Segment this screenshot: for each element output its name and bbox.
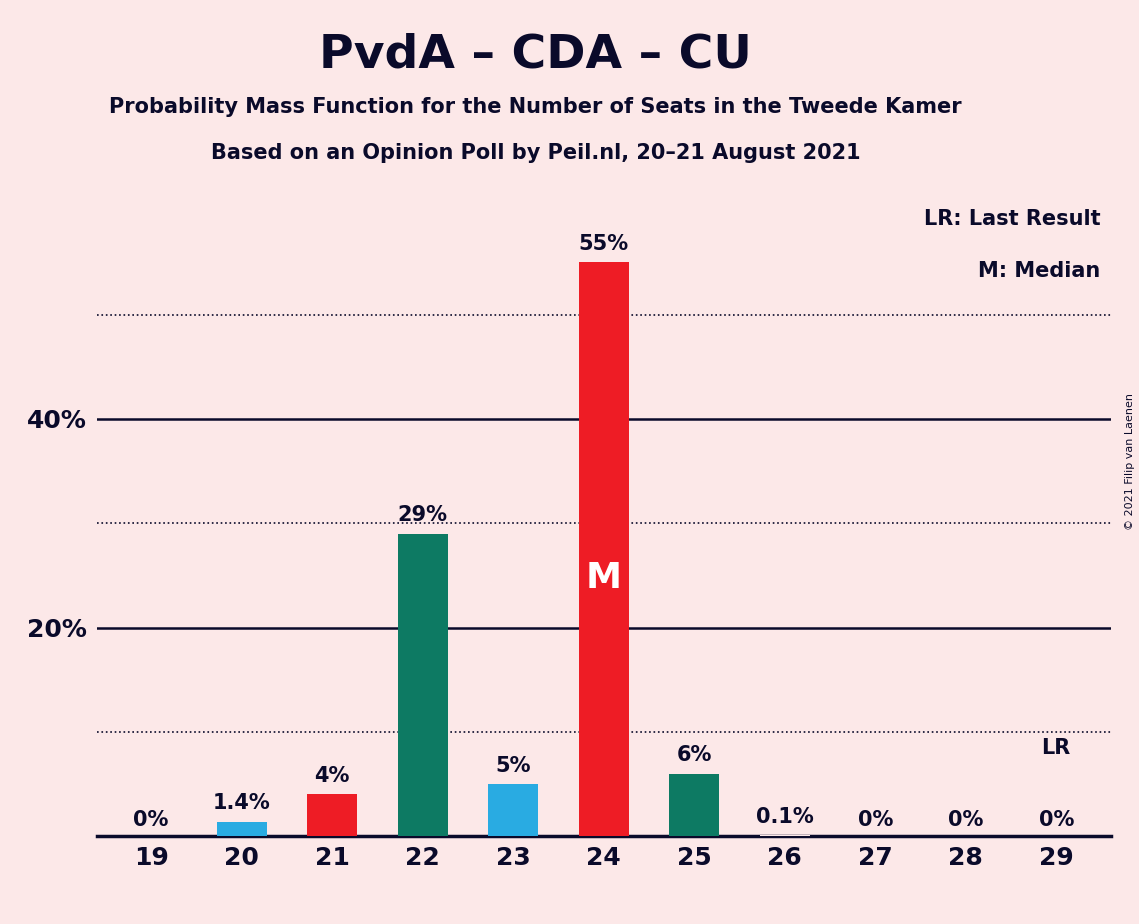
Text: 1.4%: 1.4% bbox=[213, 794, 270, 813]
Text: LR: LR bbox=[1041, 738, 1071, 758]
Bar bbox=[579, 262, 629, 836]
Bar bbox=[760, 835, 810, 836]
Text: 0%: 0% bbox=[948, 810, 983, 830]
Text: M: Median: M: Median bbox=[978, 261, 1100, 281]
Bar bbox=[398, 534, 448, 836]
Bar bbox=[670, 773, 719, 836]
Text: 55%: 55% bbox=[579, 234, 629, 254]
Text: © 2021 Filip van Laenen: © 2021 Filip van Laenen bbox=[1125, 394, 1134, 530]
Text: PvdA – CDA – CU: PvdA – CDA – CU bbox=[319, 32, 752, 78]
Text: Probability Mass Function for the Number of Seats in the Tweede Kamer: Probability Mass Function for the Number… bbox=[109, 97, 961, 117]
Text: Based on an Opinion Poll by Peil.nl, 20–21 August 2021: Based on an Opinion Poll by Peil.nl, 20–… bbox=[211, 143, 860, 164]
Text: 4%: 4% bbox=[314, 766, 350, 786]
Text: 0%: 0% bbox=[858, 810, 893, 830]
Text: 0.1%: 0.1% bbox=[756, 807, 813, 827]
Text: 0%: 0% bbox=[1039, 810, 1074, 830]
Text: 29%: 29% bbox=[398, 505, 448, 526]
Text: 5%: 5% bbox=[495, 756, 531, 776]
Text: 6%: 6% bbox=[677, 746, 712, 765]
Bar bbox=[308, 795, 357, 836]
Text: M: M bbox=[585, 561, 622, 595]
Text: LR: Last Result: LR: Last Result bbox=[924, 209, 1100, 229]
Text: 0%: 0% bbox=[133, 810, 169, 830]
Bar bbox=[216, 821, 267, 836]
Bar bbox=[489, 784, 538, 836]
